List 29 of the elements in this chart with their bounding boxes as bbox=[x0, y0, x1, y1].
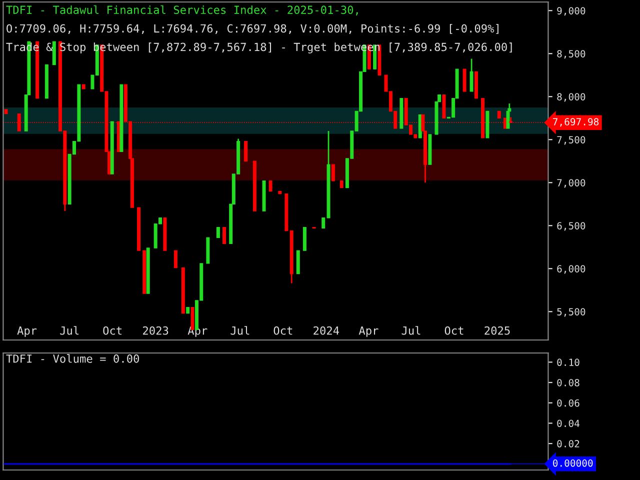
x-tick-label: Jul bbox=[230, 326, 250, 335]
y-tick-label: 8,500 bbox=[557, 50, 586, 59]
y-tick-label: 0.02 bbox=[557, 440, 580, 448]
y-tick-label: 6,000 bbox=[557, 265, 586, 274]
x-tick-label: 2023 bbox=[143, 326, 168, 335]
chart-title: TDFI - Tadawul Financial Services Index - 2025-01-30, bbox=[6, 5, 358, 16]
x-tick-label: Jul bbox=[60, 326, 79, 335]
y-tick-label: 0.10 bbox=[557, 358, 580, 366]
ref-line-label: 0.00000 bbox=[553, 459, 593, 467]
chart-title: TDFI - Volume = 0.00 bbox=[6, 354, 139, 363]
x-tick-label: 2024 bbox=[314, 326, 340, 335]
ref-line-label: 7,697.98 bbox=[553, 118, 599, 127]
y-tick-label: 5,500 bbox=[557, 308, 586, 317]
y-tick-label: 6,500 bbox=[557, 222, 586, 231]
y-tick-label: 0.04 bbox=[557, 420, 580, 428]
x-tick-label: Oct bbox=[274, 326, 292, 335]
y-tick-label: 7,000 bbox=[557, 179, 586, 188]
x-tick-label: Jul bbox=[402, 326, 420, 335]
y-tick-label: 8,000 bbox=[557, 93, 586, 102]
y-tick-label: 0.06 bbox=[557, 399, 580, 407]
y-tick-label: 7,500 bbox=[557, 136, 586, 145]
x-tick-label: Oct bbox=[444, 326, 464, 335]
text: O:7709.06, H:7759.64, L:7694.76, C:7697.98, V:0.00M, Points:-6.99 [-0.09%] bbox=[6, 24, 498, 34]
x-tick-label: Apr bbox=[17, 326, 37, 337]
y-tick-label: 0.08 bbox=[557, 379, 580, 386]
x-tick-label: Oct bbox=[103, 326, 122, 335]
x-tick-label: 2025 bbox=[484, 326, 510, 335]
y-tick-label: 9,000 bbox=[557, 7, 586, 16]
x-tick-label: Apr bbox=[358, 326, 378, 337]
